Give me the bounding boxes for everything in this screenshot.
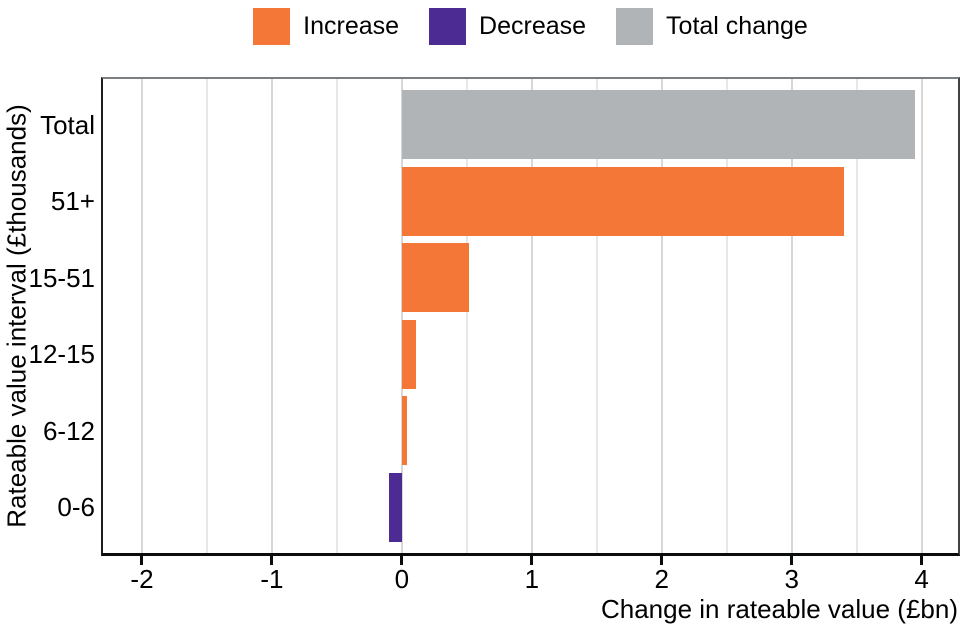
gridline-major <box>530 79 533 553</box>
legend-swatch-icon <box>253 7 291 45</box>
gridline-major <box>660 79 663 553</box>
gridline-minor <box>205 79 208 553</box>
y-tick-label: 51+ <box>50 186 95 217</box>
x-tick-label: 3 <box>784 564 799 594</box>
gridline-minor <box>335 79 338 553</box>
bar-6-12 <box>401 396 408 466</box>
gridline-major <box>140 79 143 553</box>
legend-item-increase: Increase <box>253 7 400 45</box>
y-tick-label: 12-15 <box>28 339 96 370</box>
x-tick-label: -1 <box>260 564 284 594</box>
legend-swatch-icon <box>616 7 654 45</box>
gridline-major <box>270 79 273 553</box>
x-tick-label: 2 <box>654 564 669 594</box>
gridline-minor <box>465 79 468 553</box>
legend-item-label: Total change <box>666 11 808 40</box>
x-tick-label: 0 <box>394 564 410 594</box>
legend-item-label: Decrease <box>479 11 587 40</box>
x-tick-mark <box>660 556 664 565</box>
y-tick-label: 0-6 <box>57 492 95 523</box>
x-tick-mark <box>270 556 274 565</box>
legend: Increase Decrease Total change <box>103 4 958 48</box>
y-tick-label: 6-12 <box>42 415 95 446</box>
bar-0-6 <box>388 472 402 542</box>
gridline-major <box>400 79 403 553</box>
gridline-minor <box>855 79 858 553</box>
legend-item-total-change: Total change <box>616 7 808 45</box>
plot-panel <box>101 77 960 556</box>
bar-total <box>401 90 916 160</box>
x-tick-mark <box>790 556 794 565</box>
x-tick-mark <box>530 556 534 565</box>
gridline-minor <box>725 79 728 553</box>
x-tick-mark <box>140 556 144 565</box>
bar-51plus <box>401 166 844 236</box>
legend-item-label: Increase <box>303 11 400 40</box>
y-axis-title: Rateable value interval (£thousands) <box>1 104 32 528</box>
x-tick-mark <box>920 556 924 565</box>
gridline-minor <box>595 79 598 553</box>
bar-12-15 <box>401 319 417 389</box>
x-tick-mark <box>400 556 404 565</box>
y-tick-label: Total <box>40 109 95 140</box>
y-tick-label: 15-51 <box>28 262 96 293</box>
x-tick-label: 1 <box>524 564 540 594</box>
bar-15-51 <box>401 243 470 313</box>
x-axis-title: Change in rateable value (£bn) <box>600 594 958 624</box>
x-tick-label: 4 <box>914 564 929 594</box>
x-tick-label: -2 <box>130 564 154 594</box>
legend-swatch-icon <box>429 7 467 45</box>
gridline-major <box>920 79 923 553</box>
gridline-major <box>790 79 793 553</box>
legend-item-decrease: Decrease <box>429 7 587 45</box>
